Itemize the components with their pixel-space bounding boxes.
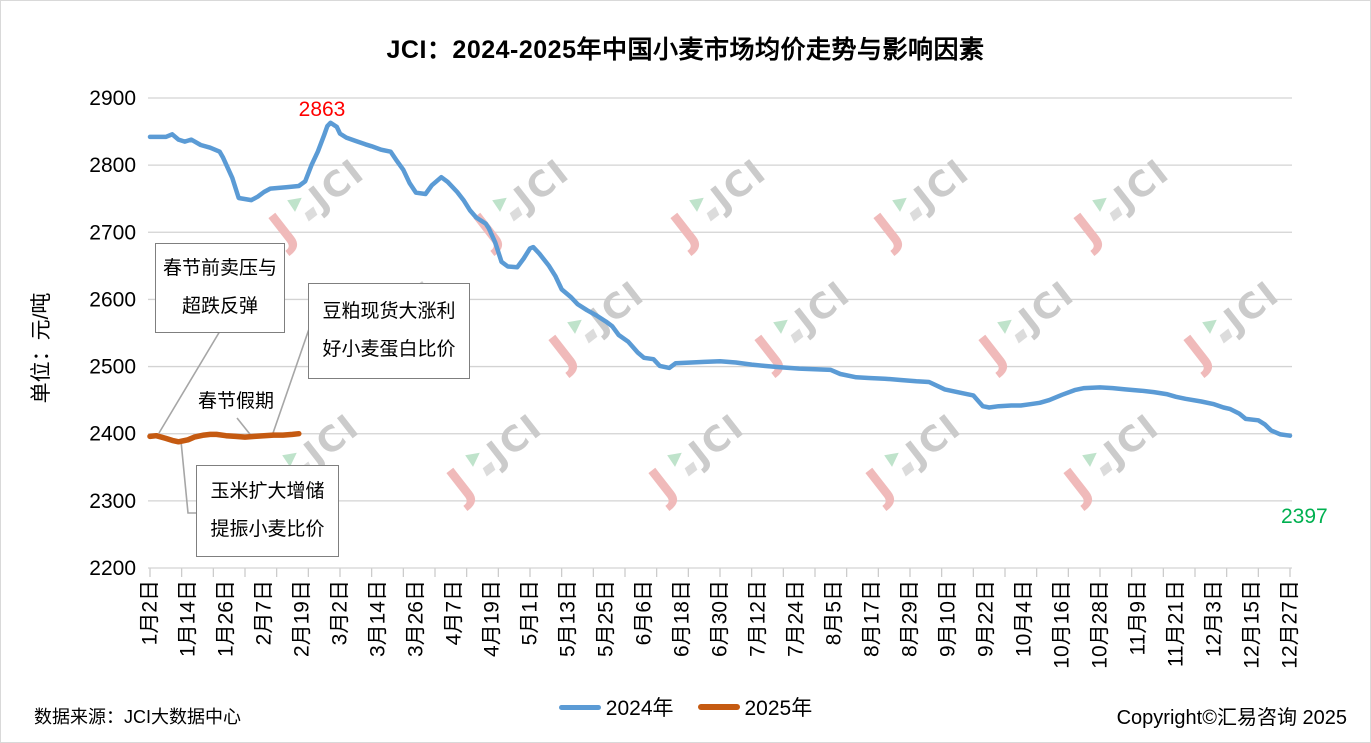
svg-text:12月27日: 12月27日 — [1279, 580, 1302, 669]
data-source-note: 数据来源：JCI大数据中心 — [34, 707, 241, 727]
svg-text:9月10日: 9月10日 — [937, 580, 960, 657]
svg-text:2700: 2700 — [89, 221, 136, 244]
legend: 2024年 2025年 — [0, 692, 1371, 722]
svg-text:J: J — [637, 458, 686, 513]
svg-text:10月4日: 10月4日 — [1013, 580, 1036, 657]
svg-text:6月30日: 6月30日 — [709, 580, 732, 657]
svg-text:J: J — [854, 458, 903, 513]
annotation-box-corn: 玉米扩大增储 提振小麦比价 — [196, 465, 339, 557]
svg-text:2800: 2800 — [89, 154, 136, 177]
annotation-holiday: 春节假期 — [198, 391, 275, 412]
svg-text:8月5日: 8月5日 — [823, 580, 846, 645]
legend-label-2025: 2025年 — [744, 697, 813, 720]
y-axis-labels: 2900 2800 2700 2600 2500 2400 2300 2200 — [89, 87, 136, 580]
y-axis-title: 单位：元/吨 — [30, 292, 53, 404]
svg-text:J: J — [1172, 325, 1221, 380]
svg-text:8月29日: 8月29日 — [899, 580, 922, 657]
svg-text:5月13日: 5月13日 — [557, 580, 580, 657]
legend-item-2025: 2025年 — [697, 692, 813, 722]
annotation-line: 春节前卖压与 — [162, 258, 277, 279]
svg-text:4月19日: 4月19日 — [481, 580, 504, 657]
svg-text:2300: 2300 — [89, 490, 136, 513]
svg-text:1月2日: 1月2日 — [139, 580, 162, 645]
svg-text:1月26日: 1月26日 — [215, 580, 238, 657]
svg-text:5月1日: 5月1日 — [519, 580, 542, 645]
svg-text:6月6日: 6月6日 — [633, 580, 656, 645]
svg-text:9月22日: 9月22日 — [975, 580, 998, 657]
annotation-box-pre-holiday: 春节前卖压与 超跌反弹 — [155, 243, 285, 333]
annotation-line: 豆粕现货大涨利 — [322, 301, 456, 322]
svg-text:11月21日: 11月21日 — [1165, 580, 1188, 667]
svg-text:J: J — [862, 203, 911, 258]
svg-text:J: J — [537, 325, 586, 380]
svg-text:2400: 2400 — [89, 423, 136, 446]
svg-text:2200: 2200 — [89, 557, 136, 580]
x-axis-labels: 1月2日 1月14日 1月26日 2月7日 2月19日 3月2日 3月14日 3月26日 4月7… — [139, 580, 1302, 669]
svg-text:J: J — [659, 203, 708, 258]
svg-text:2月7日: 2月7日 — [253, 580, 276, 645]
svg-text:3月2日: 3月2日 — [329, 580, 352, 645]
svg-text:2500: 2500 — [89, 356, 136, 379]
svg-text:J: J — [435, 458, 484, 513]
annotation-box-soymeal: 豆粕现货大涨利 好小麦蛋白比价 — [308, 283, 470, 379]
svg-text:2600: 2600 — [89, 288, 136, 311]
svg-text:1月14日: 1月14日 — [177, 580, 200, 657]
svg-text:12月3日: 12月3日 — [1203, 580, 1226, 657]
svg-text:6月18日: 6月18日 — [671, 580, 694, 657]
chart-title: JCI：2024-2025年中国小麦市场均价走势与影响因素 — [386, 36, 985, 64]
copyright-note: Copyright©汇易咨询 2025 — [1116, 707, 1347, 729]
max-value-label: 2863 — [298, 98, 346, 121]
svg-text:8月17日: 8月17日 — [861, 580, 884, 657]
svg-text:12月15日: 12月15日 — [1241, 580, 1264, 669]
svg-text:2900: 2900 — [89, 87, 136, 110]
legend-item-2024: 2024年 — [558, 692, 674, 722]
x-axis-ticks — [149, 568, 1291, 577]
series-line-2024年 — [147, 120, 1293, 438]
svg-text:7月12日: 7月12日 — [747, 580, 770, 657]
annotation-line: 提振小麦比价 — [210, 519, 325, 540]
svg-text:J: J — [1052, 458, 1101, 513]
svg-text:J: J — [1062, 203, 1111, 258]
svg-text:10月28日: 10月28日 — [1089, 580, 1112, 669]
svg-text:10月16日: 10月16日 — [1051, 580, 1074, 669]
svg-text:11月9日: 11月9日 — [1127, 580, 1150, 655]
legend-swatch-2025 — [697, 704, 740, 710]
svg-text:3月26日: 3月26日 — [405, 580, 428, 657]
annotation-line: 超跌反弹 — [181, 296, 258, 317]
end-value-label: 2397 — [1281, 505, 1328, 528]
legend-label-2024: 2024年 — [605, 697, 674, 720]
svg-text:J: J — [743, 325, 792, 380]
annotation-line: 玉米扩大增储 — [210, 481, 325, 502]
annotation-line: 好小麦蛋白比价 — [322, 339, 456, 360]
svg-text:5月25日: 5月25日 — [595, 580, 618, 657]
legend-swatch-2024 — [558, 704, 601, 710]
series-line-2025年 — [147, 430, 302, 445]
svg-text:3月14日: 3月14日 — [367, 580, 390, 657]
svg-text:4月7日: 4月7日 — [443, 580, 466, 645]
svg-text:J: J — [967, 325, 1016, 380]
svg-text:2月19日: 2月19日 — [291, 580, 314, 657]
svg-text:7月24日: 7月24日 — [785, 580, 808, 657]
